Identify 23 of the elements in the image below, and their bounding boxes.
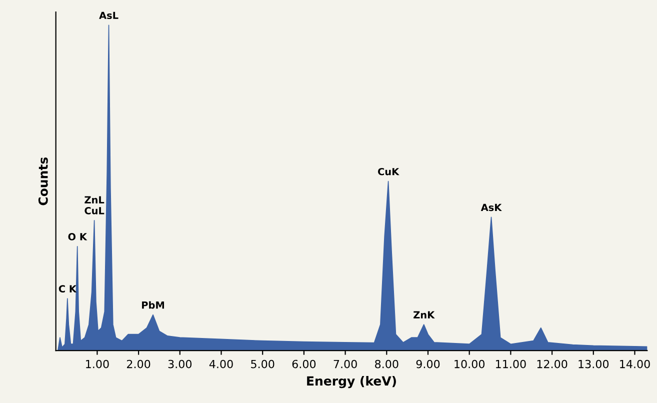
x-tick-label: 9.00: [416, 360, 440, 368]
x-tick-label: 2.00: [126, 360, 150, 368]
x-tick-label: 3.00: [168, 360, 192, 368]
annotation: PbM: [142, 301, 164, 309]
annotation: AsL: [99, 12, 118, 20]
annotation: ZnK: [414, 311, 435, 318]
x-tick-label: 12.00: [537, 360, 568, 368]
annotation: O K: [68, 233, 88, 240]
annotation: AsK: [480, 204, 502, 212]
x-tick-label: 8.00: [375, 360, 398, 368]
annotation: ZnL CuL: [84, 196, 104, 214]
x-tick-label: 6.00: [292, 360, 316, 368]
x-axis-title: Energy (keV): [307, 376, 396, 388]
x-tick-label: 5.00: [251, 360, 274, 368]
x-tick-label: 1.00: [86, 360, 109, 368]
y-axis-title: Counts: [38, 157, 48, 206]
x-tick-label: 7.00: [334, 360, 357, 368]
annotation: CuK: [378, 168, 400, 176]
x-tick-label: 10.00: [454, 360, 485, 368]
x-tick-label: 14.00: [620, 360, 650, 368]
x-tick-label: 13.00: [578, 360, 609, 368]
x-tick-label: 4.00: [209, 360, 233, 368]
x-tick-label: 11.00: [496, 360, 526, 368]
